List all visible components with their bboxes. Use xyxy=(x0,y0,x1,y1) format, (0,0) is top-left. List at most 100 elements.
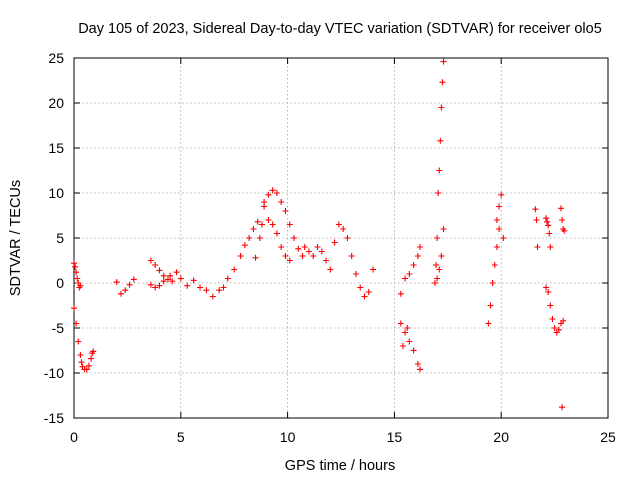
data-point xyxy=(147,257,154,264)
data-point xyxy=(534,244,541,250)
data-point xyxy=(286,257,293,264)
data-point xyxy=(256,235,263,241)
data-point xyxy=(167,272,174,279)
data-point xyxy=(561,227,568,234)
data-point xyxy=(278,199,285,205)
data-point xyxy=(551,325,558,331)
data-point xyxy=(156,267,163,274)
data-point xyxy=(435,190,442,196)
data-point xyxy=(436,167,443,174)
series-seg9 xyxy=(397,244,424,297)
data-point xyxy=(152,262,159,268)
data-point xyxy=(340,226,347,232)
data-point xyxy=(344,235,351,241)
data-point xyxy=(545,289,552,295)
series-seg11 xyxy=(399,325,411,349)
data-point xyxy=(152,284,159,291)
data-point xyxy=(273,230,280,237)
data-point xyxy=(498,191,505,198)
data-point xyxy=(258,221,265,228)
data-point xyxy=(209,293,216,300)
data-point xyxy=(246,235,253,241)
series-seg2 xyxy=(71,305,97,373)
data-point xyxy=(491,262,498,268)
data-point xyxy=(269,187,276,194)
data-point xyxy=(546,230,553,237)
data-point xyxy=(299,253,306,259)
data-point xyxy=(547,244,554,250)
series-seg12 xyxy=(431,58,447,286)
data-point xyxy=(75,338,82,345)
chart-title: Day 105 of 2023, Sidereal Day-to-day VTE… xyxy=(78,21,602,37)
data-point xyxy=(295,245,302,252)
data-point xyxy=(410,262,417,268)
data-point xyxy=(496,226,503,232)
y-tick-label: 5 xyxy=(56,230,64,246)
y-axis-label: SDTVAR / TECUs xyxy=(8,180,24,296)
data-point xyxy=(72,263,79,270)
series-seg4 xyxy=(147,218,265,300)
data-point xyxy=(414,253,421,259)
data-point xyxy=(361,293,368,300)
data-point xyxy=(433,262,440,268)
data-point xyxy=(265,191,272,198)
data-point xyxy=(402,275,409,282)
data-point xyxy=(370,266,377,273)
data-point xyxy=(237,253,244,259)
data-point xyxy=(560,317,567,324)
data-point xyxy=(365,289,372,295)
data-point xyxy=(543,284,550,291)
data-point xyxy=(71,305,77,312)
data-point xyxy=(544,218,551,225)
data-point xyxy=(440,58,447,65)
data-point xyxy=(224,275,231,282)
axes xyxy=(73,57,609,419)
data-point xyxy=(406,338,413,345)
data-point xyxy=(489,280,496,286)
data-point xyxy=(327,266,334,273)
y-tick-label: -15 xyxy=(44,410,64,426)
y-tick-label: -10 xyxy=(44,365,64,381)
series-seg16 xyxy=(532,206,541,250)
x-tick-labels: 0 5 10 15 20 25 xyxy=(70,429,616,445)
data-point xyxy=(402,329,409,336)
data-point xyxy=(197,284,204,291)
data-point xyxy=(487,302,494,309)
data-point xyxy=(220,284,227,291)
x-tick-label: 20 xyxy=(493,429,509,445)
x-axis-label: GPS time / hours xyxy=(285,458,395,474)
data-point xyxy=(77,282,84,289)
data-point xyxy=(122,287,129,294)
data-point xyxy=(190,277,197,284)
data-point xyxy=(439,79,446,86)
data-point xyxy=(549,316,556,322)
data-point xyxy=(73,320,80,327)
data-point xyxy=(282,208,289,214)
data-point xyxy=(160,278,167,285)
data-point xyxy=(348,253,355,259)
y-tick-label: 10 xyxy=(48,185,64,201)
series-seg6 xyxy=(252,187,306,261)
data-points xyxy=(71,58,568,411)
y-tick-label: 20 xyxy=(48,95,64,111)
y-tick-label: 0 xyxy=(56,275,64,291)
series-seg19 xyxy=(558,205,568,234)
series-seg17 xyxy=(543,215,554,250)
data-point xyxy=(410,347,417,354)
y-tick-label: -5 xyxy=(52,320,65,336)
data-point xyxy=(74,275,81,282)
series-seg13 xyxy=(434,226,447,282)
data-point xyxy=(438,104,445,111)
x-tick-label: 25 xyxy=(600,429,616,445)
data-point xyxy=(126,281,133,288)
series-seg15 xyxy=(493,191,507,241)
grid xyxy=(74,58,608,418)
data-point xyxy=(434,275,441,282)
data-point xyxy=(352,271,359,277)
series-seg14 xyxy=(485,226,503,327)
data-point xyxy=(160,272,167,279)
data-point xyxy=(397,320,404,327)
data-point xyxy=(164,276,171,283)
data-point xyxy=(177,275,184,282)
